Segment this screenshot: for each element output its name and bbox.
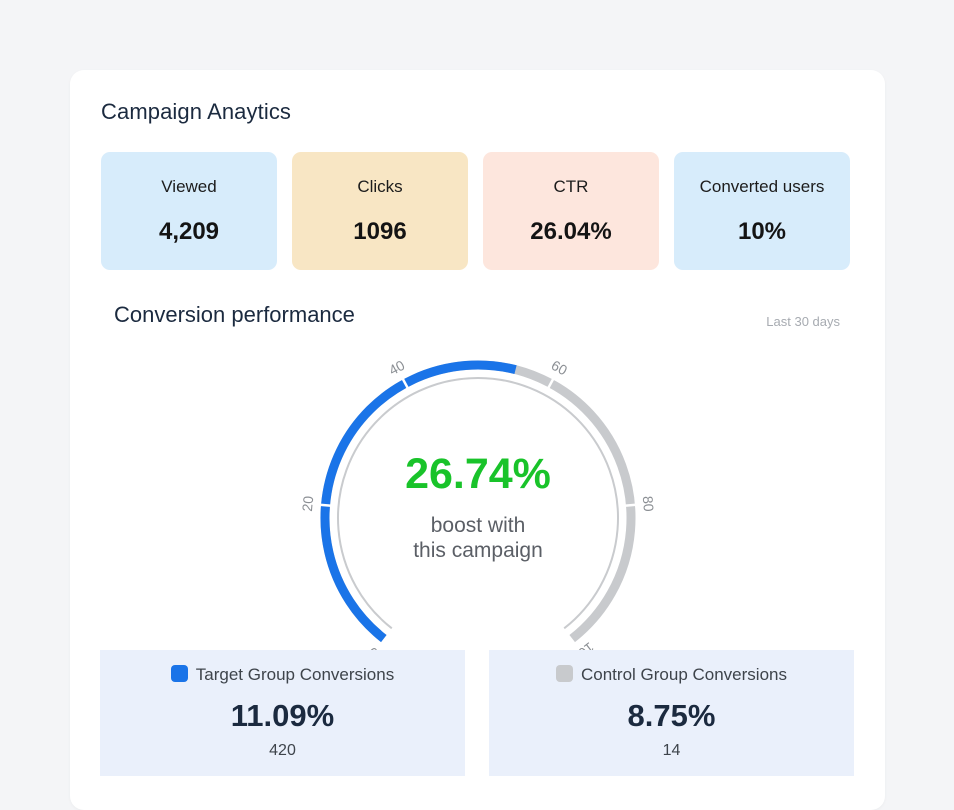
stat-label: Converted users (699, 177, 825, 196)
stat-value: 1096 (353, 218, 407, 245)
target-group-value: 11.09% (230, 698, 335, 733)
stat-value: 26.04% (530, 218, 612, 245)
boost-line-1: boost with (430, 514, 526, 537)
gauge-fill (320, 360, 517, 643)
stat-value: 10% (737, 218, 787, 245)
target-group-count: 420 (269, 742, 296, 759)
target-swatch-icon (170, 665, 188, 682)
stat-label: Viewed (161, 177, 217, 196)
gauge-tick-label: 40 (386, 357, 407, 379)
boost-line-2: this campaign (413, 539, 543, 562)
conversion-gauge: 020406080100 (299, 357, 657, 667)
target-group-label: Target Group Conversions (195, 665, 395, 684)
stat-label: Clicks (357, 177, 403, 196)
stats-row: Viewed 4,209 Clicks 1096 CTR 26.04% Conv… (101, 152, 853, 270)
gauge-tick-label: 20 (299, 495, 316, 512)
stat-converted-users: Converted users 10% (674, 152, 850, 270)
boost-text: boost with this campaign (278, 513, 678, 563)
campaign-analytics-card: Campaign Anaytics Viewed 4,209 Clicks 10… (70, 70, 885, 810)
gauge-tick-separator (319, 503, 332, 507)
stat-value: 4,209 (158, 218, 220, 245)
stat-label: CTR (553, 177, 589, 196)
control-group-count: 14 (662, 742, 681, 759)
control-group-legend: Control Group Conversions (489, 665, 854, 685)
stat-clicks: Clicks 1096 (292, 152, 468, 270)
stat-viewed: Viewed 4,209 (101, 152, 277, 270)
gauge-tick-label: 80 (640, 495, 657, 512)
control-group-panel: Control Group Conversions 8.75% 14 (489, 650, 854, 776)
gauge-tick-label: 60 (549, 357, 570, 379)
gauge-tick-separator (401, 377, 410, 390)
control-group-value: 8.75% (627, 698, 716, 733)
stat-ctr: CTR 26.04% (483, 152, 659, 270)
control-swatch-icon (556, 665, 573, 682)
target-group-legend: Target Group Conversions (100, 665, 465, 685)
gauge-tick-separator (546, 377, 555, 390)
boost-value: 26.74% (405, 450, 551, 498)
date-range-label: Last 30 days (766, 314, 840, 329)
gauge-inner-arc (337, 377, 619, 630)
target-group-panel: Target Group Conversions 11.09% 420 (100, 650, 465, 776)
control-group-label: Control Group Conversions (581, 665, 787, 684)
section-title: Conversion performance (114, 302, 355, 327)
card-title: Campaign Anaytics (101, 99, 292, 124)
gauge-tick-separator (624, 503, 637, 507)
gauge-ticks: 020406080100 (299, 357, 657, 667)
